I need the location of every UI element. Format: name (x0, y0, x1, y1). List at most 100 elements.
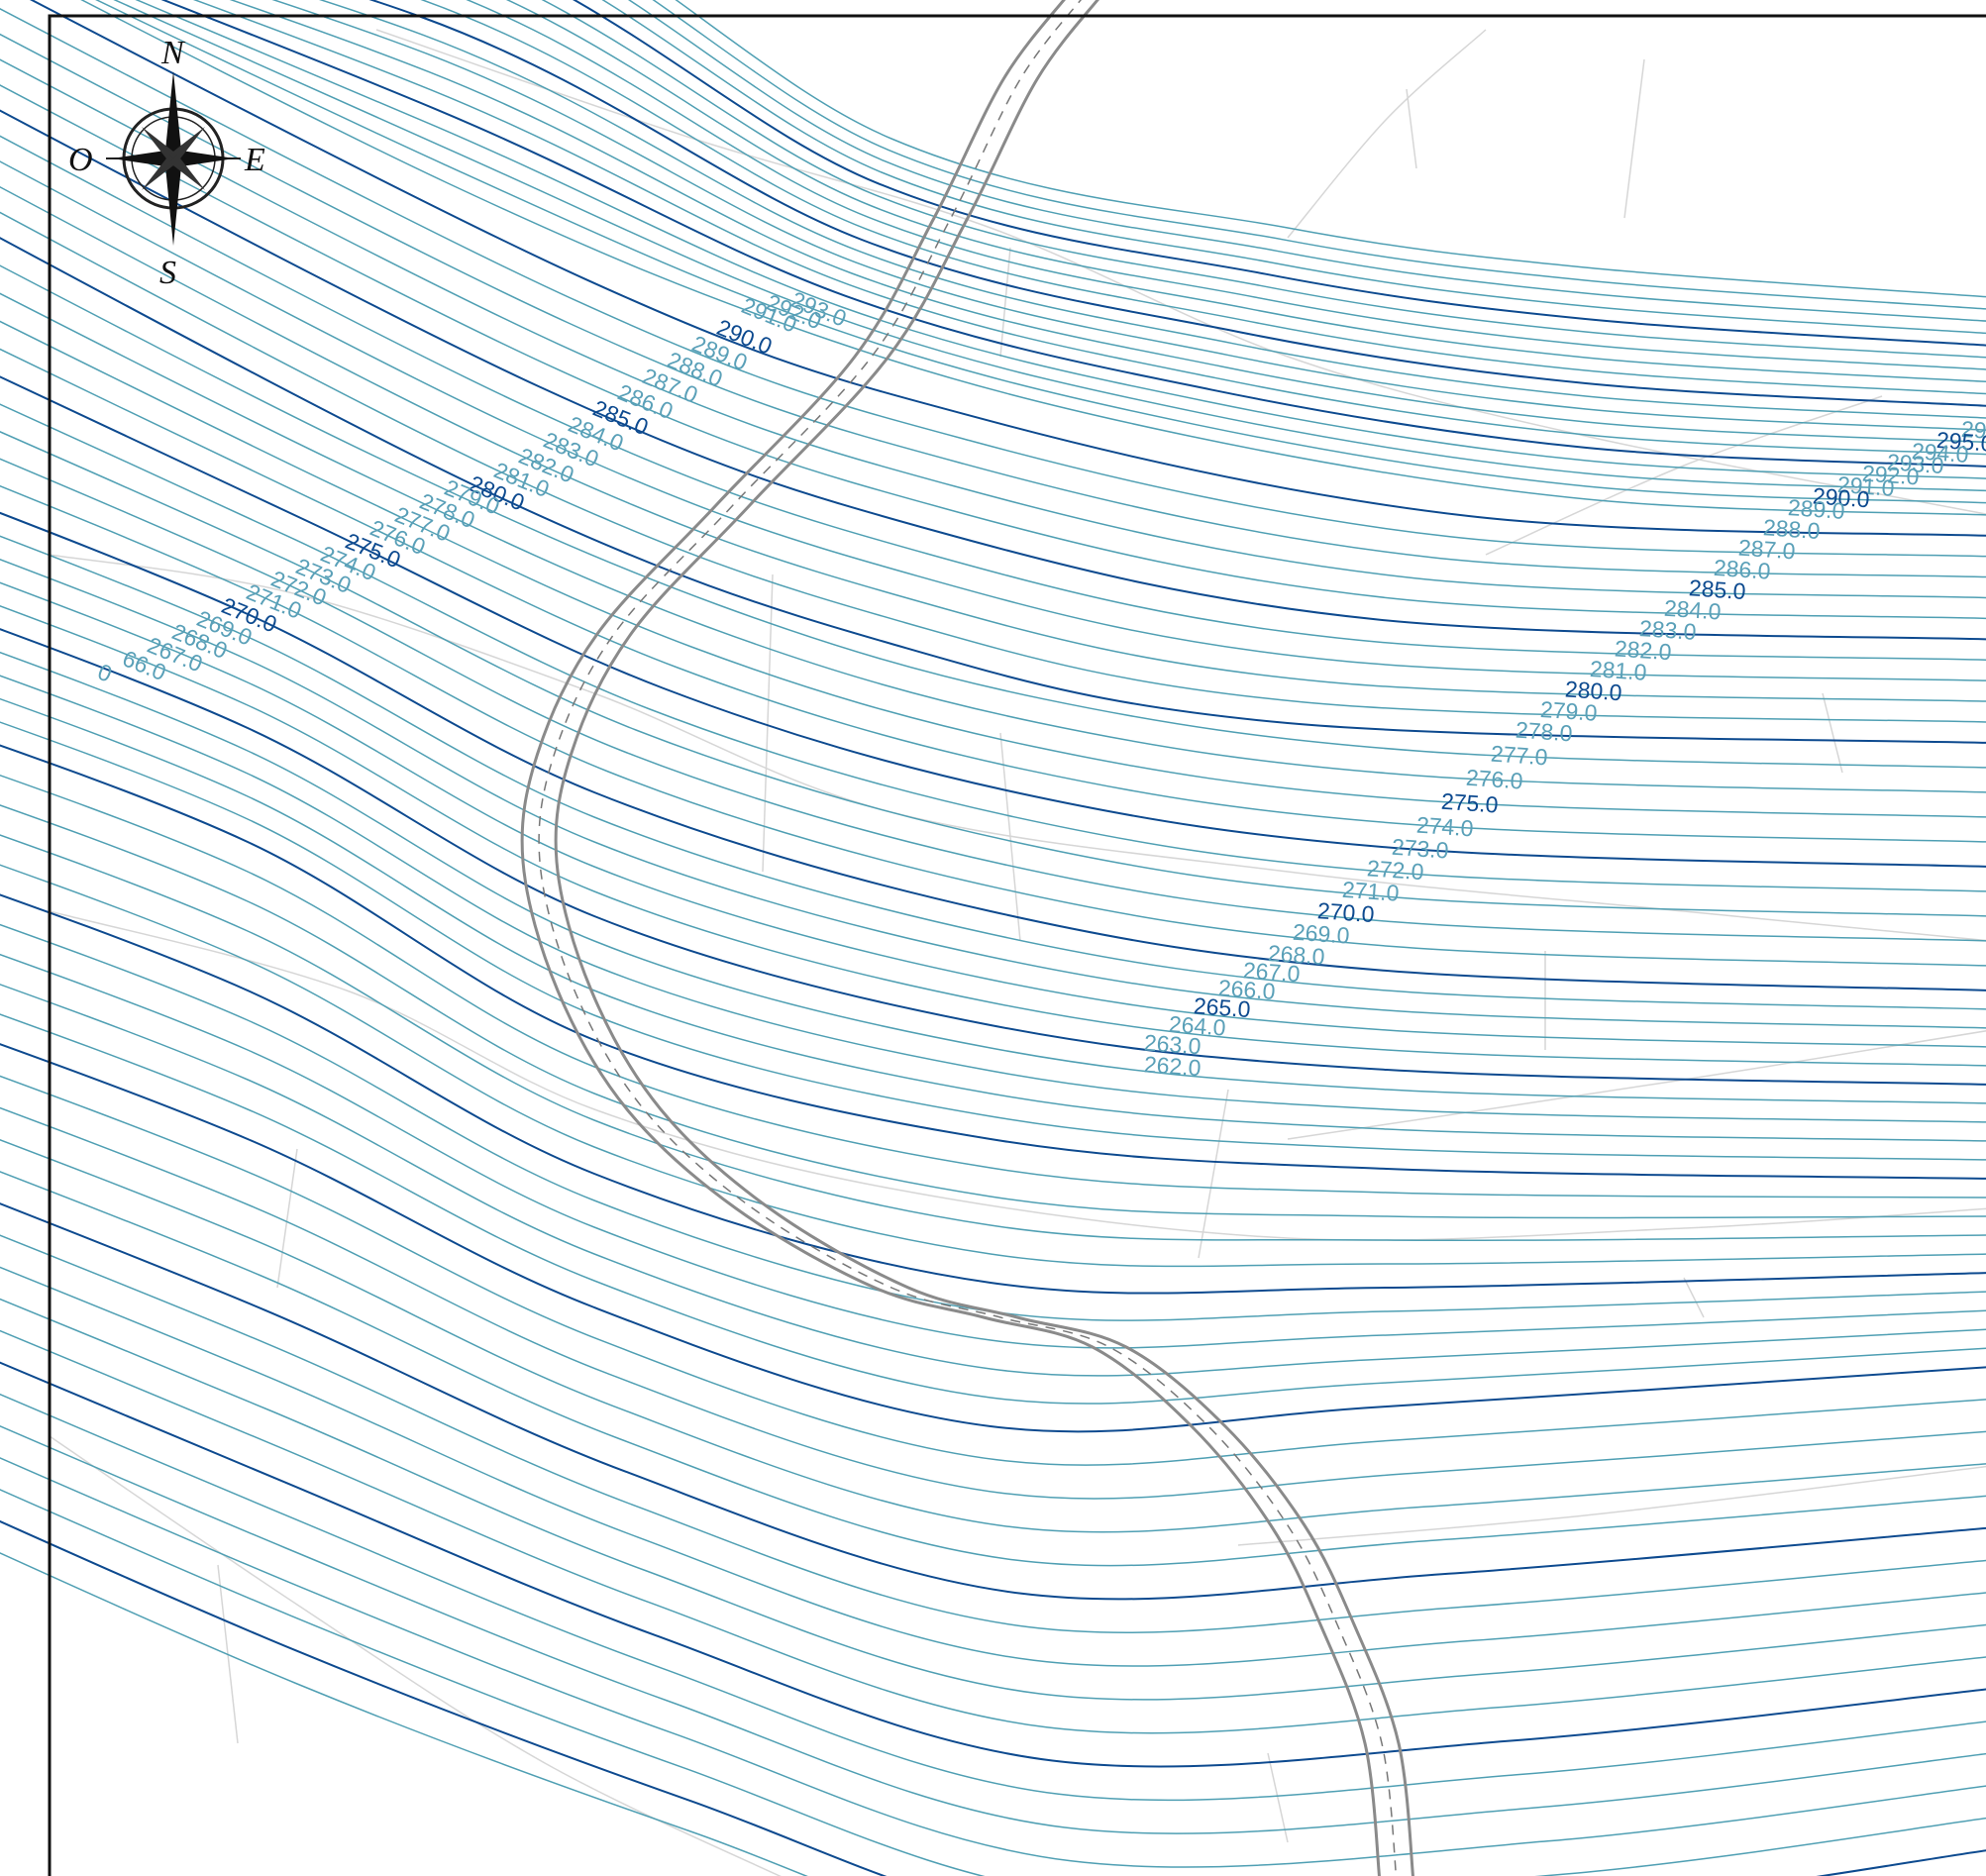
contour-label: 284.0 (1663, 595, 1722, 625)
background-tick (1198, 1089, 1229, 1259)
contour-label: 289.0 (1787, 494, 1845, 524)
major-contour-line (0, 1202, 1986, 1601)
contour-label: 285.0 (1688, 574, 1746, 604)
compass-north-label: N (160, 35, 186, 71)
background-tick (1683, 1277, 1705, 1318)
major-contour-line (368, 0, 1986, 407)
minor-contour-line (675, 0, 1986, 298)
contour-label: 294.0 (1911, 438, 1969, 468)
contour-label: 274.0 (1415, 812, 1474, 842)
minor-contour-line (0, 1425, 1986, 1834)
road-edge (554, 0, 1414, 1876)
minor-contour-line (0, 185, 1986, 702)
minor-contour-line (0, 1552, 808, 1876)
contour-label: 279.0 (1539, 696, 1598, 726)
minor-contour-line (95, 0, 1986, 504)
major-contour-line (0, 628, 1986, 1086)
contour-label: 29 (1960, 416, 1986, 444)
minor-contour-line (0, 1266, 1986, 1667)
compass-rose: N S E O (68, 35, 265, 291)
minor-contour-line (0, 1489, 1986, 1876)
major-contour-line (0, 237, 1986, 744)
minor-contour-line (466, 0, 1986, 383)
road-centerline (538, 0, 1398, 1876)
minor-contour-line (0, 135, 1986, 662)
compass-needle-icon (165, 71, 181, 158)
minor-contour-line (0, 774, 1986, 1199)
contour-label: 276.0 (1465, 765, 1523, 794)
minor-contour-line (420, 0, 1986, 395)
contour-label: 268.0 (1267, 940, 1325, 970)
road-edge (520, 0, 1381, 1876)
minor-contour-line (0, 651, 1986, 1104)
minor-contour-line (0, 697, 1986, 1142)
minor-contour-line (0, 8, 1986, 558)
contour-label: 293.0 (1886, 449, 1944, 478)
minor-contour-line (627, 0, 1986, 322)
background-line (1287, 1030, 1986, 1140)
contour-label: 271.0 (1341, 877, 1400, 906)
background-tick (1406, 88, 1417, 169)
major-contour-line (0, 511, 1986, 991)
contour-label: 269.0 (1292, 919, 1350, 949)
contour-label: 267.0 (1242, 957, 1301, 987)
minor-contour-line (0, 1075, 1986, 1466)
compass-south-label: S (159, 255, 176, 291)
minor-contour-line (0, 558, 1986, 1029)
minor-contour-line (0, 953, 1986, 1349)
minor-contour-line (0, 721, 1986, 1161)
contour-label: 265.0 (1193, 992, 1251, 1022)
contour-label: 266.0 (1217, 975, 1276, 1004)
contour-label: 281.0 (1589, 656, 1647, 685)
minor-contour-line (601, 0, 1986, 335)
minor-contour-line (0, 1171, 1986, 1567)
contour-label: 287.0 (1737, 535, 1796, 565)
minor-contour-line (318, 0, 1986, 419)
minor-contour-line (0, 984, 1986, 1377)
contour-label: 295.0 (1935, 427, 1986, 457)
compass-east-label: E (244, 142, 265, 178)
minor-contour-line (0, 804, 1986, 1219)
background-line (49, 554, 1986, 942)
contour-label: 263.0 (1143, 1029, 1202, 1059)
minor-contour-line (0, 581, 1986, 1048)
background-tick (276, 1148, 298, 1289)
minor-contour-line (0, 431, 1986, 917)
minor-contour-line (0, 834, 1986, 1242)
major-contour-line (160, 0, 1986, 468)
background-tick (1267, 1752, 1289, 1843)
minor-contour-line (0, 1106, 1986, 1500)
minor-contour-line (271, 0, 1986, 431)
compass-west-label: O (68, 142, 93, 178)
major-contour-line (0, 109, 1986, 641)
minor-contour-line (0, 1013, 1986, 1405)
background-tick (1623, 58, 1645, 219)
minor-contour-line (0, 403, 1986, 892)
minor-contour-line (0, 604, 1986, 1067)
background-line (49, 910, 1986, 1241)
minor-contour-line (0, 864, 1986, 1268)
minor-contour-line (0, 292, 1986, 793)
major-contour-line (0, 744, 1986, 1180)
major-contour-line (0, 375, 1986, 868)
minor-contour-line (0, 1298, 1986, 1701)
major-contour-line (0, 1361, 1986, 1768)
contour-label: 288.0 (1762, 514, 1821, 544)
contour-label: 280.0 (1564, 676, 1622, 705)
minor-contour-line (0, 1393, 1986, 1802)
contour-label: 270.0 (1316, 897, 1375, 927)
contour-label: 291.0 (1836, 471, 1895, 501)
contour-label: 286.0 (1713, 555, 1771, 584)
contour-label: 290.0 (1812, 482, 1870, 512)
contour-label: 277.0 (1490, 741, 1548, 771)
minor-contour-line (0, 58, 1986, 599)
minor-contour-line (0, 484, 1986, 967)
map-frame (48, 14, 1986, 1876)
minor-contour-line (0, 1234, 1986, 1634)
minor-contour-line (229, 0, 1986, 444)
minor-contour-line (0, 458, 1986, 942)
contour-label: 272.0 (1366, 855, 1424, 885)
minor-contour-line (113, 0, 1986, 492)
